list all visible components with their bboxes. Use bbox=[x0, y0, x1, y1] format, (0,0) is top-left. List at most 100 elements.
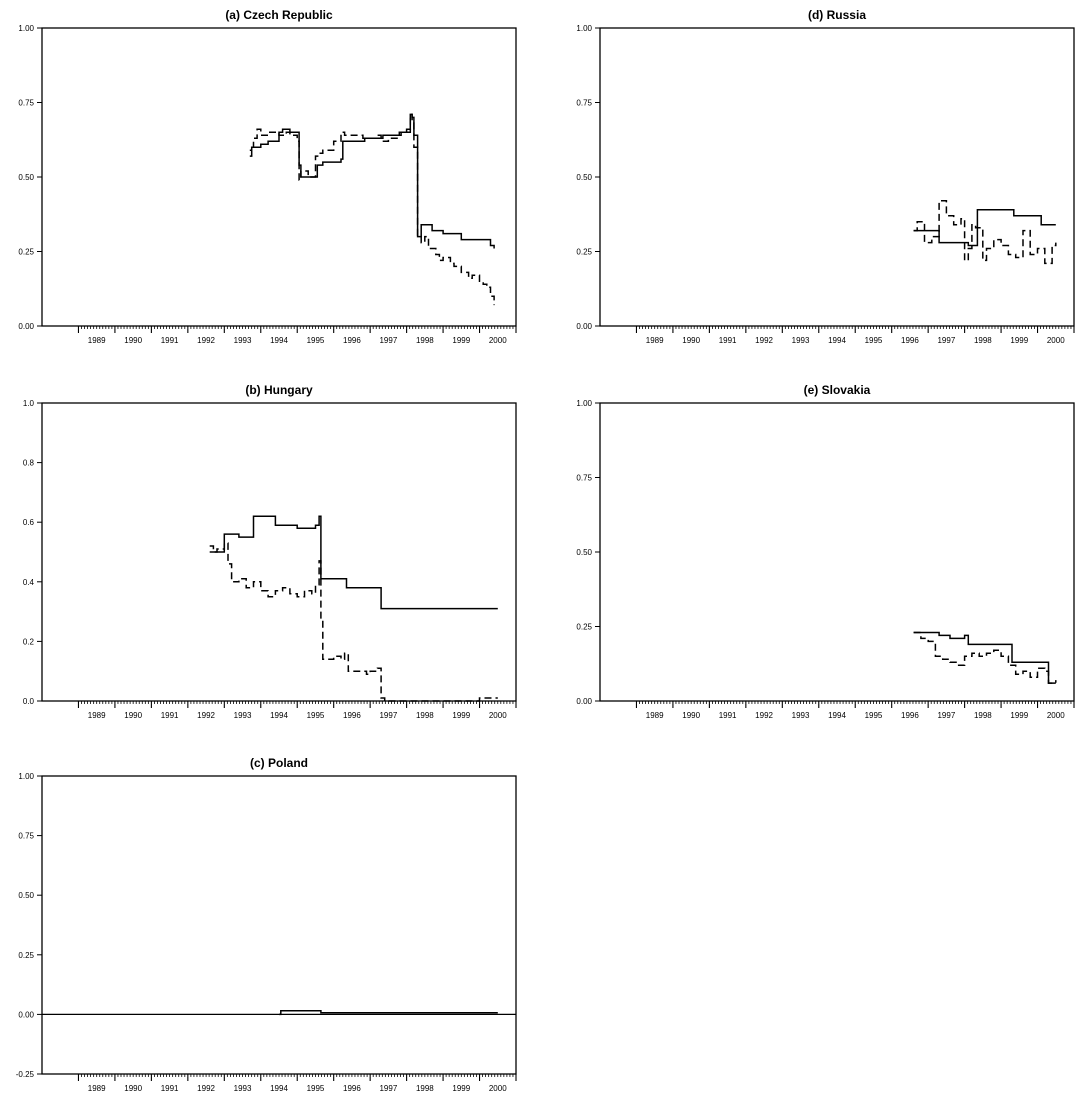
x-tick-label: 1993 bbox=[234, 336, 252, 345]
x-tick-label: 1995 bbox=[307, 336, 325, 345]
y-tick-label: 0.75 bbox=[18, 99, 34, 108]
y-tick-label: 0.75 bbox=[18, 832, 34, 841]
x-tick-label: 1993 bbox=[792, 336, 810, 345]
y-tick-label: 0.4 bbox=[23, 578, 35, 587]
series-solid-line bbox=[279, 1010, 498, 1016]
x-tick-label: 1990 bbox=[124, 711, 142, 720]
y-tick-label: 0.50 bbox=[18, 891, 34, 900]
y-tick-label: 0.00 bbox=[576, 322, 592, 331]
x-tick-label: 1990 bbox=[124, 336, 142, 345]
y-tick-label: 1.00 bbox=[576, 399, 592, 408]
x-tick-label: 1993 bbox=[234, 711, 252, 720]
x-tick-label: 1999 bbox=[1010, 711, 1028, 720]
x-tick-label: 1999 bbox=[1010, 336, 1028, 345]
series-dashed-line bbox=[249, 113, 495, 306]
y-tick-label: 0.50 bbox=[576, 548, 592, 557]
x-tick-label: 1996 bbox=[901, 336, 919, 345]
y-tick-label: 0.6 bbox=[23, 518, 35, 527]
y-tick-label: 0.00 bbox=[576, 697, 592, 706]
x-tick-label: 1991 bbox=[161, 336, 179, 345]
y-tick-label: 0.2 bbox=[23, 637, 35, 646]
x-tick-label: 1998 bbox=[416, 336, 434, 345]
y-tick-label: -0.25 bbox=[16, 1070, 35, 1079]
x-tick-label: 1999 bbox=[452, 336, 470, 345]
x-tick-label: 1991 bbox=[161, 711, 179, 720]
y-tick-label: 0.50 bbox=[18, 173, 34, 182]
panel-russia: (d) Russia 0.00 0.25 0.50 0.75 1.00 1989 1990 19… bbox=[576, 8, 1075, 345]
panel-slovakia: (e) Slovakia 0.00 0.25 0.50 0.75 1.00 1989 1990… bbox=[576, 383, 1075, 720]
x-tick-label: 2000 bbox=[489, 711, 507, 720]
x-tick-label: 1993 bbox=[234, 1084, 252, 1093]
x-tick-label: 1989 bbox=[646, 711, 664, 720]
x-tick-label: 2000 bbox=[1047, 711, 1065, 720]
y-tick-label: 0.25 bbox=[576, 623, 592, 632]
x-tick-label: 1999 bbox=[452, 711, 470, 720]
x-tick-label: 1997 bbox=[379, 711, 397, 720]
x-tick-label: 1994 bbox=[270, 1084, 288, 1093]
y-tick-label: 1.0 bbox=[23, 399, 35, 408]
x-tick-label: 1996 bbox=[901, 711, 919, 720]
x-tick-label: 1992 bbox=[755, 336, 773, 345]
x-tick-label: 1994 bbox=[828, 336, 846, 345]
x-tick-label: 1996 bbox=[343, 711, 361, 720]
x-tick-label: 1992 bbox=[755, 711, 773, 720]
y-tick-label: 1.00 bbox=[576, 24, 592, 33]
x-tick-label: 2000 bbox=[489, 336, 507, 345]
x-tick-label: 1993 bbox=[792, 711, 810, 720]
series-solid-line bbox=[249, 113, 495, 249]
plot-frame bbox=[41, 775, 517, 1075]
panel-hungary: (b) Hungary 0.0 0.2 0.4 0.6 0.8 1.0 1989 1990 199… bbox=[23, 383, 517, 720]
series-solid-line bbox=[209, 515, 498, 610]
x-tick-label: 2000 bbox=[489, 1084, 507, 1093]
x-tick-label: 1991 bbox=[719, 711, 737, 720]
y-tick-label: 0.75 bbox=[576, 99, 592, 108]
series-dashed-line bbox=[209, 542, 498, 702]
x-tick-label: 1998 bbox=[974, 711, 992, 720]
x-tick-label: 1992 bbox=[197, 711, 215, 720]
x-tick-label: 1989 bbox=[88, 711, 106, 720]
x-tick-label: 1997 bbox=[379, 1084, 397, 1093]
x-tick-label: 1996 bbox=[343, 1084, 361, 1093]
x-tick-label: 1996 bbox=[343, 336, 361, 345]
plot-frame bbox=[599, 27, 1075, 327]
y-tick-label: 1.00 bbox=[18, 772, 34, 781]
x-tick-label: 1994 bbox=[270, 336, 288, 345]
y-tick-label: 0.0 bbox=[23, 697, 35, 706]
x-tick-label: 1997 bbox=[937, 711, 955, 720]
x-tick-label: 1998 bbox=[416, 711, 434, 720]
y-tick-label: 0.75 bbox=[576, 474, 592, 483]
x-tick-label: 1995 bbox=[307, 1084, 325, 1093]
x-tick-label: 1990 bbox=[124, 1084, 142, 1093]
x-tick-label: 1995 bbox=[307, 711, 325, 720]
plot-frame bbox=[41, 402, 517, 702]
x-tick-label: 1992 bbox=[197, 1084, 215, 1093]
panel-title: (c) Poland bbox=[250, 756, 308, 770]
panel-title: (e) Slovakia bbox=[804, 383, 871, 397]
x-tick-label: 1992 bbox=[197, 336, 215, 345]
x-tick-label: 1997 bbox=[937, 336, 955, 345]
series-solid-line bbox=[913, 631, 1056, 684]
series-dashed-line bbox=[913, 631, 1057, 684]
x-tick-label: 1990 bbox=[682, 711, 700, 720]
x-tick-label: 1998 bbox=[416, 1084, 434, 1093]
x-tick-label: 1997 bbox=[379, 336, 397, 345]
x-tick-label: 1989 bbox=[646, 336, 664, 345]
y-tick-label: 1.00 bbox=[18, 24, 34, 33]
x-tick-label: 2000 bbox=[1047, 336, 1065, 345]
x-tick-label: 1994 bbox=[828, 711, 846, 720]
series-solid-line bbox=[913, 209, 1056, 247]
x-tick-label: 1994 bbox=[270, 711, 288, 720]
panel-title: (d) Russia bbox=[808, 8, 866, 22]
y-tick-label: 0.00 bbox=[18, 322, 34, 331]
y-tick-label: 0.8 bbox=[23, 459, 35, 468]
panel-czech: (a) Czech Republic 0.00 0.25 0.50 0.75 1.00 19… bbox=[18, 8, 517, 345]
y-tick-label: 0.25 bbox=[18, 951, 34, 960]
plot-frame bbox=[41, 27, 517, 327]
series-dashed-line bbox=[913, 200, 1057, 265]
x-tick-label: 1995 bbox=[865, 336, 883, 345]
panel-title: (a) Czech Republic bbox=[225, 8, 333, 22]
x-tick-label: 1999 bbox=[452, 1084, 470, 1093]
x-tick-label: 1991 bbox=[719, 336, 737, 345]
y-tick-label: 0.00 bbox=[18, 1010, 34, 1019]
y-tick-label: 0.50 bbox=[576, 173, 592, 182]
